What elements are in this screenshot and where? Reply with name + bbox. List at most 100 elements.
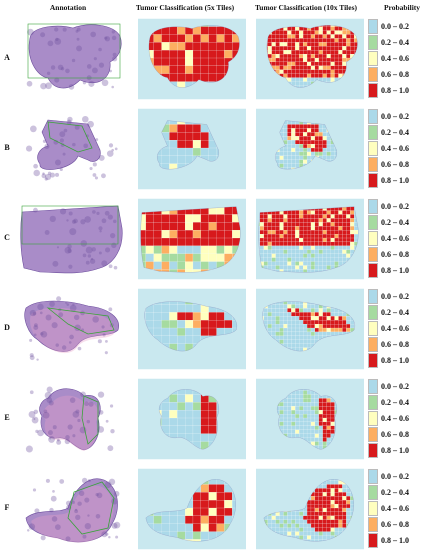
legend-swatch bbox=[368, 411, 378, 426]
legend-item: 0.4 – 0.6 bbox=[368, 501, 433, 516]
legend-label: 0.0 – 0.2 bbox=[381, 202, 409, 211]
annotation-image-a bbox=[18, 18, 128, 100]
legend-item: 0.4 – 0.6 bbox=[368, 231, 433, 246]
heatmap-10x-a bbox=[256, 18, 364, 100]
legend-label: 0.6 – 0.8 bbox=[381, 430, 409, 439]
legend-item: 0.4 – 0.6 bbox=[368, 51, 433, 66]
legend-label: 0.0 – 0.2 bbox=[381, 112, 409, 121]
legend-label: 0.6 – 0.8 bbox=[381, 250, 409, 259]
legend-label: 0.4 – 0.6 bbox=[381, 414, 409, 423]
legend-label: 0.4 – 0.6 bbox=[381, 504, 409, 513]
heatmap-5x-d bbox=[138, 288, 246, 370]
heatmap-5x-f bbox=[138, 468, 246, 550]
legend-item: 0.6 – 0.8 bbox=[368, 337, 433, 352]
legend-swatch bbox=[368, 517, 378, 532]
legend-swatch bbox=[368, 247, 378, 262]
legend-label: 0.8 – 1.0 bbox=[381, 356, 409, 365]
legend-item: 0.8 – 1.0 bbox=[368, 353, 433, 368]
legend-swatch bbox=[368, 485, 378, 500]
legend-swatch bbox=[368, 469, 378, 484]
heatmap-10x-c bbox=[256, 198, 364, 280]
legend-swatch bbox=[368, 199, 378, 214]
legend-item: 0.4 – 0.6 bbox=[368, 411, 433, 426]
heatmap-5x-a bbox=[138, 18, 246, 100]
header-10x-tiles: Tumor Classification (10x Tiles) bbox=[254, 3, 358, 12]
legend-label: 0.0 – 0.2 bbox=[381, 472, 409, 481]
row-label-c: C bbox=[4, 233, 10, 242]
legend-swatch bbox=[368, 125, 378, 140]
legend-swatch bbox=[368, 51, 378, 66]
heatmap-10x-e bbox=[256, 378, 364, 460]
legend-label: 0.8 – 1.0 bbox=[381, 446, 409, 455]
legend-label: 0.2 – 0.4 bbox=[381, 128, 409, 137]
legend-item: 0.2 – 0.4 bbox=[368, 125, 433, 140]
heatmap-5x-b bbox=[138, 108, 246, 190]
legend-label: 0.4 – 0.6 bbox=[381, 54, 409, 63]
legend-item: 0.0 – 0.2 bbox=[368, 379, 433, 394]
legend-swatch bbox=[368, 379, 378, 394]
legend-swatch bbox=[368, 321, 378, 336]
heatmap-10x-f bbox=[256, 468, 364, 550]
legend-swatch bbox=[368, 173, 378, 188]
heatmap-10x-b bbox=[256, 108, 364, 190]
header-5x-tiles: Tumor Classification (5x Tiles) bbox=[135, 3, 235, 12]
legend-item: 0.0 – 0.2 bbox=[368, 109, 433, 124]
legend-swatch bbox=[368, 337, 378, 352]
legend-item: 0.6 – 0.8 bbox=[368, 517, 433, 532]
legend-item: 0.8 – 1.0 bbox=[368, 173, 433, 188]
legend-item: 0.8 – 1.0 bbox=[368, 443, 433, 458]
legend-swatch bbox=[368, 215, 378, 230]
legend-item: 0.8 – 1.0 bbox=[368, 533, 433, 548]
legend-item: 0.2 – 0.4 bbox=[368, 395, 433, 410]
legend-swatch bbox=[368, 305, 378, 320]
legend-item: 0.2 – 0.4 bbox=[368, 35, 433, 50]
annotation-image-d bbox=[18, 288, 128, 370]
legend-item: 0.0 – 0.2 bbox=[368, 199, 433, 214]
legend-label: 0.8 – 1.0 bbox=[381, 176, 409, 185]
legend-item: 0.6 – 0.8 bbox=[368, 427, 433, 442]
legend-item: 0.0 – 0.2 bbox=[368, 289, 433, 304]
legend-item: 0.4 – 0.6 bbox=[368, 321, 433, 336]
legend-label: 0.6 – 0.8 bbox=[381, 520, 409, 529]
legend-label: 0.4 – 0.6 bbox=[381, 324, 409, 333]
legend-swatch bbox=[368, 443, 378, 458]
legend-swatch bbox=[368, 83, 378, 98]
legend-swatch bbox=[368, 353, 378, 368]
row-label-a: A bbox=[4, 53, 10, 62]
legend-item: 0.8 – 1.0 bbox=[368, 263, 433, 278]
legend-item: 0.2 – 0.4 bbox=[368, 215, 433, 230]
legend-label: 0.6 – 0.8 bbox=[381, 160, 409, 169]
row-label-f: F bbox=[4, 503, 10, 512]
heatmap-5x-c bbox=[138, 198, 246, 280]
legend-item: 0.2 – 0.4 bbox=[368, 305, 433, 320]
legend-swatch bbox=[368, 231, 378, 246]
legend-swatch bbox=[368, 141, 378, 156]
legend-swatch bbox=[368, 109, 378, 124]
legend-label: 0.0 – 0.2 bbox=[381, 382, 409, 391]
legend-swatch bbox=[368, 533, 378, 548]
legend-swatch bbox=[368, 395, 378, 410]
legend-label: 0.2 – 0.4 bbox=[381, 38, 409, 47]
annotation-image-b bbox=[18, 108, 128, 190]
legend-item: 0.8 – 1.0 bbox=[368, 83, 433, 98]
legend-swatch bbox=[368, 263, 378, 278]
legend-swatch bbox=[368, 427, 378, 442]
heatmap-10x-d bbox=[256, 288, 364, 370]
legend-swatch bbox=[368, 157, 378, 172]
legend-item: 0.6 – 0.8 bbox=[368, 67, 433, 82]
legend-label: 0.4 – 0.6 bbox=[381, 234, 409, 243]
legend-swatch bbox=[368, 289, 378, 304]
row-label-d: D bbox=[4, 323, 10, 332]
legend-item: 0.2 – 0.4 bbox=[368, 485, 433, 500]
row-label-b: B bbox=[4, 143, 10, 152]
legend-label: 0.0 – 0.2 bbox=[381, 292, 409, 301]
legend-label: 0.2 – 0.4 bbox=[381, 398, 409, 407]
annotation-image-e bbox=[18, 378, 128, 460]
legend-item: 0.0 – 0.2 bbox=[368, 19, 433, 34]
legend-label: 0.0 – 0.2 bbox=[381, 22, 409, 31]
legend-label: 0.6 – 0.8 bbox=[381, 70, 409, 79]
header-annotation: Annotation bbox=[49, 3, 87, 12]
legend-item: 0.4 – 0.6 bbox=[368, 141, 433, 156]
legend-item: 0.6 – 0.8 bbox=[368, 247, 433, 262]
legend-swatch bbox=[368, 67, 378, 82]
